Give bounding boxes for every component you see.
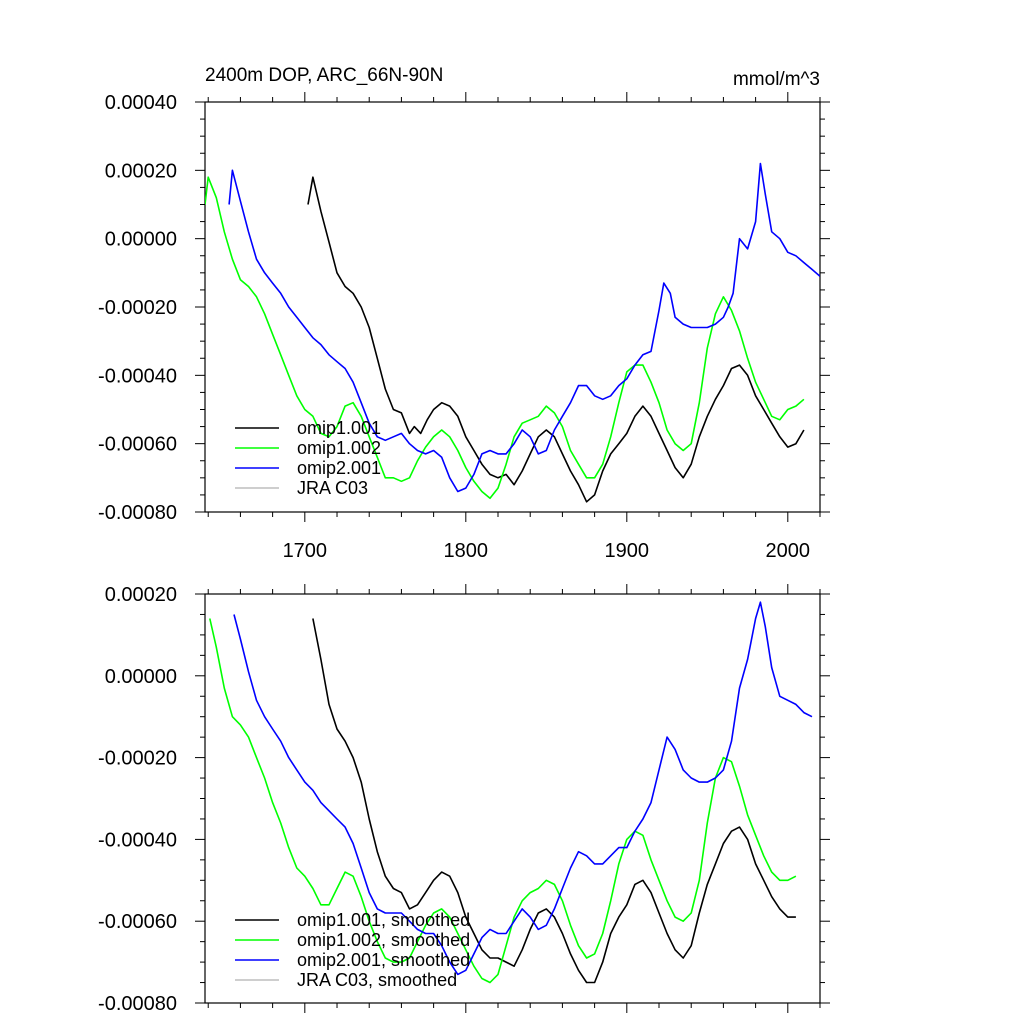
y-tick-label: -0.00080 [98, 993, 177, 1015]
bottom-panel: 0.00020 0.00000 -0.00020 -0.00040 -0.00060 -0… [98, 584, 830, 1015]
chart-title: 2400m DOP, ARC_66N-90N [205, 65, 443, 86]
x-tick-label: 1800 [444, 540, 489, 562]
y-tick-label: -0.00020 [98, 297, 177, 319]
x-tick-label: 2000 [766, 540, 811, 562]
series-line-omip2-001 [228, 162, 820, 493]
y-tick-label: -0.00060 [98, 434, 177, 456]
legend-label: omip1.001, smoothed [297, 910, 470, 930]
y-tick-label: -0.00020 [98, 748, 177, 770]
legend-label: omip2.001 [297, 458, 381, 478]
x-tick-label: 1900 [605, 540, 650, 562]
legend-label: JRA C03 [297, 478, 368, 498]
x-axis: 1700 1800 1900 2000 [207, 92, 821, 562]
y-tick-label: 0.00000 [105, 666, 177, 688]
series-line-omip1-002 [205, 176, 805, 500]
legend-label: omip1.002 [297, 438, 381, 458]
legend-label: omip1.002, smoothed [297, 930, 470, 950]
series-line-omip1-001-smoothed [312, 618, 796, 984]
y-axis: 0.00020 0.00000 -0.00020 -0.00040 -0.00060 -0… [98, 584, 830, 1015]
series-line-omip1-001 [307, 176, 805, 503]
y-tick-label: 0.00020 [105, 160, 177, 182]
x-axis [207, 584, 821, 1013]
y-tick-label: -0.00080 [98, 502, 177, 524]
series-group [209, 601, 813, 984]
series-line-omip1-002-smoothed [209, 618, 797, 984]
x-tick-label: 1700 [283, 540, 328, 562]
y-tick-label: -0.00040 [98, 365, 177, 387]
series-line-omip2-001-smoothed [233, 601, 813, 976]
y-tick-label: -0.00060 [98, 911, 177, 933]
units-label: mmol/m^3 [733, 69, 820, 90]
y-axis: 0.00040 0.00020 0.00000 -0.00020 -0.00040 -0.… [98, 92, 830, 524]
legend-label: omip2.001, smoothed [297, 950, 470, 970]
y-tick-label: 0.00000 [105, 229, 177, 251]
top-panel: 1700 1800 1900 2000 0.00040 0.00020 0.00000 -0.… [98, 65, 830, 562]
series-group [205, 162, 820, 503]
y-tick-label: -0.00040 [98, 829, 177, 851]
legend-label: omip1.001 [297, 418, 381, 438]
y-tick-label: 0.00040 [105, 92, 177, 114]
y-tick-label: 0.00020 [105, 584, 177, 606]
legend-label: JRA C03, smoothed [297, 970, 457, 990]
